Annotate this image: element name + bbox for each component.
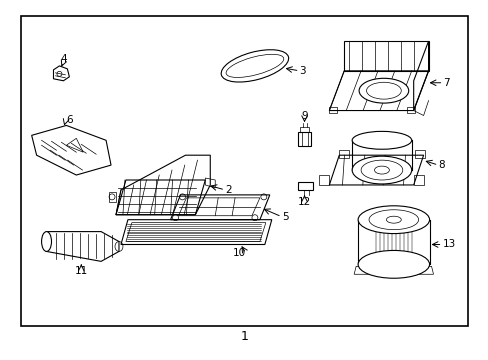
Ellipse shape (374, 166, 388, 174)
Ellipse shape (360, 160, 402, 180)
Text: 11: 11 (75, 266, 88, 276)
Ellipse shape (368, 210, 418, 230)
Ellipse shape (221, 50, 288, 82)
Text: 1: 1 (240, 330, 248, 343)
Text: 6: 6 (66, 116, 73, 126)
Text: 13: 13 (442, 239, 455, 249)
Text: 10: 10 (232, 248, 245, 258)
Ellipse shape (386, 216, 401, 223)
Ellipse shape (351, 156, 411, 184)
Ellipse shape (366, 82, 401, 99)
Text: 3: 3 (299, 66, 305, 76)
Ellipse shape (41, 231, 51, 251)
Bar (21, 16, 467, 327)
Ellipse shape (357, 206, 428, 234)
Text: 2: 2 (224, 185, 231, 195)
Ellipse shape (358, 78, 408, 103)
Text: 5: 5 (281, 212, 288, 222)
Text: 9: 9 (301, 111, 307, 121)
Text: 4: 4 (60, 54, 66, 64)
Text: 12: 12 (297, 197, 310, 207)
Ellipse shape (351, 131, 411, 149)
Text: 7: 7 (443, 78, 449, 88)
Ellipse shape (357, 251, 428, 278)
Text: 8: 8 (438, 160, 444, 170)
